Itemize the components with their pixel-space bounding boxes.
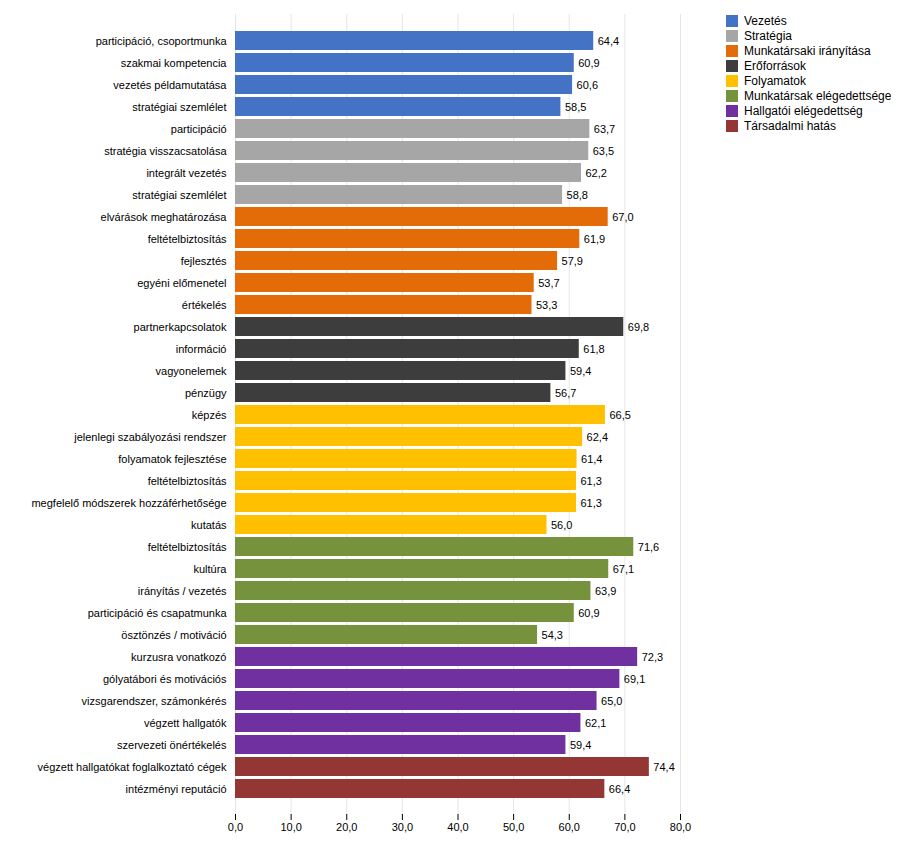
svg-text:kurzusra vonatkozó: kurzusra vonatkozó [131, 651, 226, 663]
html-text:Vezetés: Vezetés [744, 14, 787, 28]
svg-text:62,4: 62,4 [587, 431, 608, 443]
svg-text:71,6: 71,6 [638, 541, 659, 553]
svg-text:participáció: participáció [171, 123, 227, 135]
svg-text:vagyonelemek: vagyonelemek [156, 365, 227, 377]
svg-text:végzett hallgatókat foglalkozt: végzett hallgatókat foglalkoztató cégek [38, 761, 227, 773]
svg-text:61,3: 61,3 [580, 497, 601, 509]
svg-text:56,7: 56,7 [555, 387, 576, 399]
svg-text:0,0: 0,0 [228, 821, 243, 833]
svg-text:53,7: 53,7 [538, 277, 559, 289]
svg-text:65,0: 65,0 [601, 695, 622, 707]
svg-text:63,5: 63,5 [593, 145, 614, 157]
svg-text:participáció és csapatmunka: participáció és csapatmunka [88, 607, 228, 619]
svg-text:kultúra: kultúra [193, 563, 227, 575]
svg-text:62,1: 62,1 [585, 717, 606, 729]
svg-text:partnerkapcsolatok: partnerkapcsolatok [134, 321, 227, 333]
svg-text:képzés: képzés [192, 409, 227, 421]
svg-text:72,3: 72,3 [642, 651, 663, 663]
svg-text:30,0: 30,0 [392, 821, 413, 833]
svg-text:10,0: 10,0 [280, 821, 301, 833]
svg-text:56,0: 56,0 [551, 519, 572, 531]
svg-text:69,8: 69,8 [628, 321, 649, 333]
svg-text:gólyatábori és motivációs: gólyatábori és motivációs [103, 673, 227, 685]
html-text:Munkatársak elégedettsége: Munkatársak elégedettsége [744, 89, 892, 103]
svg-text:feltételbiztosítás: feltételbiztosítás [148, 475, 227, 487]
svg-text:61,3: 61,3 [580, 475, 601, 487]
svg-text:60,0: 60,0 [559, 821, 580, 833]
svg-text:60,9: 60,9 [578, 57, 599, 69]
svg-text:67,1: 67,1 [613, 563, 634, 575]
svg-text:vizsgarendszer, számonkérés: vizsgarendszer, számonkérés [82, 695, 227, 707]
svg-text:58,8: 58,8 [567, 189, 588, 201]
html-text:Stratégia: Stratégia [744, 29, 792, 43]
svg-text:integrált vezetés: integrált vezetés [146, 167, 227, 179]
svg-text:62,2: 62,2 [585, 167, 606, 179]
html-text:Folyamatok: Folyamatok [744, 74, 806, 88]
svg-text:információ: információ [176, 343, 227, 355]
svg-text:61,4: 61,4 [581, 453, 602, 465]
svg-text:63,9: 63,9 [595, 585, 616, 597]
html-text:Hallgatói elégedettség: Hallgatói elégedettség [744, 104, 863, 118]
svg-text:60,6: 60,6 [577, 79, 598, 91]
svg-text:pénzügy: pénzügy [185, 387, 227, 399]
svg-text:fejlesztés: fejlesztés [181, 255, 227, 267]
svg-text:57,9: 57,9 [562, 255, 583, 267]
svg-text:61,9: 61,9 [584, 233, 605, 245]
svg-text:50,0: 50,0 [503, 821, 524, 833]
svg-text:jelenlegi szabályozási rendsze: jelenlegi szabályozási rendszer [73, 431, 227, 443]
svg-text:vezetés példamutatása: vezetés példamutatása [113, 79, 227, 91]
svg-text:70,0: 70,0 [614, 821, 635, 833]
svg-text:74,4: 74,4 [653, 761, 674, 773]
svg-text:irányítás / vezetés: irányítás / vezetés [138, 585, 227, 597]
svg-text:kutatás: kutatás [191, 519, 227, 531]
svg-text:feltételbiztosítás: feltételbiztosítás [148, 233, 227, 245]
html-text:Erőforrások: Erőforrások [744, 59, 806, 73]
svg-text:40,0: 40,0 [447, 821, 468, 833]
html-text:Munkatársaki irányítása: Munkatársaki irányítása [744, 44, 871, 58]
svg-text:participáció, csoportmunka: participáció, csoportmunka [96, 35, 228, 47]
svg-text:66,4: 66,4 [609, 783, 630, 795]
svg-text:feltételbiztosítás: feltételbiztosítás [148, 541, 227, 553]
svg-text:szervezeti önértékelés: szervezeti önértékelés [117, 739, 227, 751]
svg-text:61,8: 61,8 [583, 343, 604, 355]
svg-text:stratégia visszacsatolása: stratégia visszacsatolása [104, 145, 227, 157]
svg-text:53,3: 53,3 [536, 299, 557, 311]
svg-text:stratégiai szemlélet: stratégiai szemlélet [132, 189, 226, 201]
svg-text:80,0: 80,0 [670, 821, 691, 833]
svg-text:58,5: 58,5 [565, 101, 586, 113]
svg-text:20,0: 20,0 [336, 821, 357, 833]
svg-text:végzett hallgatók: végzett hallgatók [144, 717, 227, 729]
svg-text:stratégiai szemlélet: stratégiai szemlélet [132, 101, 226, 113]
svg-text:69,1: 69,1 [624, 673, 645, 685]
svg-text:intézményi reputáció: intézményi reputáció [126, 783, 227, 795]
svg-text:54,3: 54,3 [542, 629, 563, 641]
svg-text:elvárások meghatározása: elvárások meghatározása [101, 211, 228, 223]
svg-text:60,9: 60,9 [578, 607, 599, 619]
svg-text:63,7: 63,7 [594, 123, 615, 135]
html-text:Társadalmi hatás: Társadalmi hatás [744, 119, 836, 133]
svg-text:megfelelő módszerek hozzáférhe: megfelelő módszerek hozzáférhetősége [31, 497, 226, 509]
svg-text:szakmai kompetencia: szakmai kompetencia [121, 57, 228, 69]
svg-text:64,4: 64,4 [598, 35, 619, 47]
svg-text:66,5: 66,5 [609, 409, 630, 421]
svg-text:értékelés: értékelés [182, 299, 227, 311]
svg-text:folyamatok fejlesztése: folyamatok fejlesztése [118, 453, 226, 465]
svg-text:egyéni előmenetel: egyéni előmenetel [137, 277, 226, 289]
svg-text:59,4: 59,4 [570, 739, 591, 751]
svg-text:59,4: 59,4 [570, 365, 591, 377]
svg-text:67,0: 67,0 [612, 211, 633, 223]
svg-text:ösztönzés / motiváció: ösztönzés / motiváció [121, 629, 226, 641]
